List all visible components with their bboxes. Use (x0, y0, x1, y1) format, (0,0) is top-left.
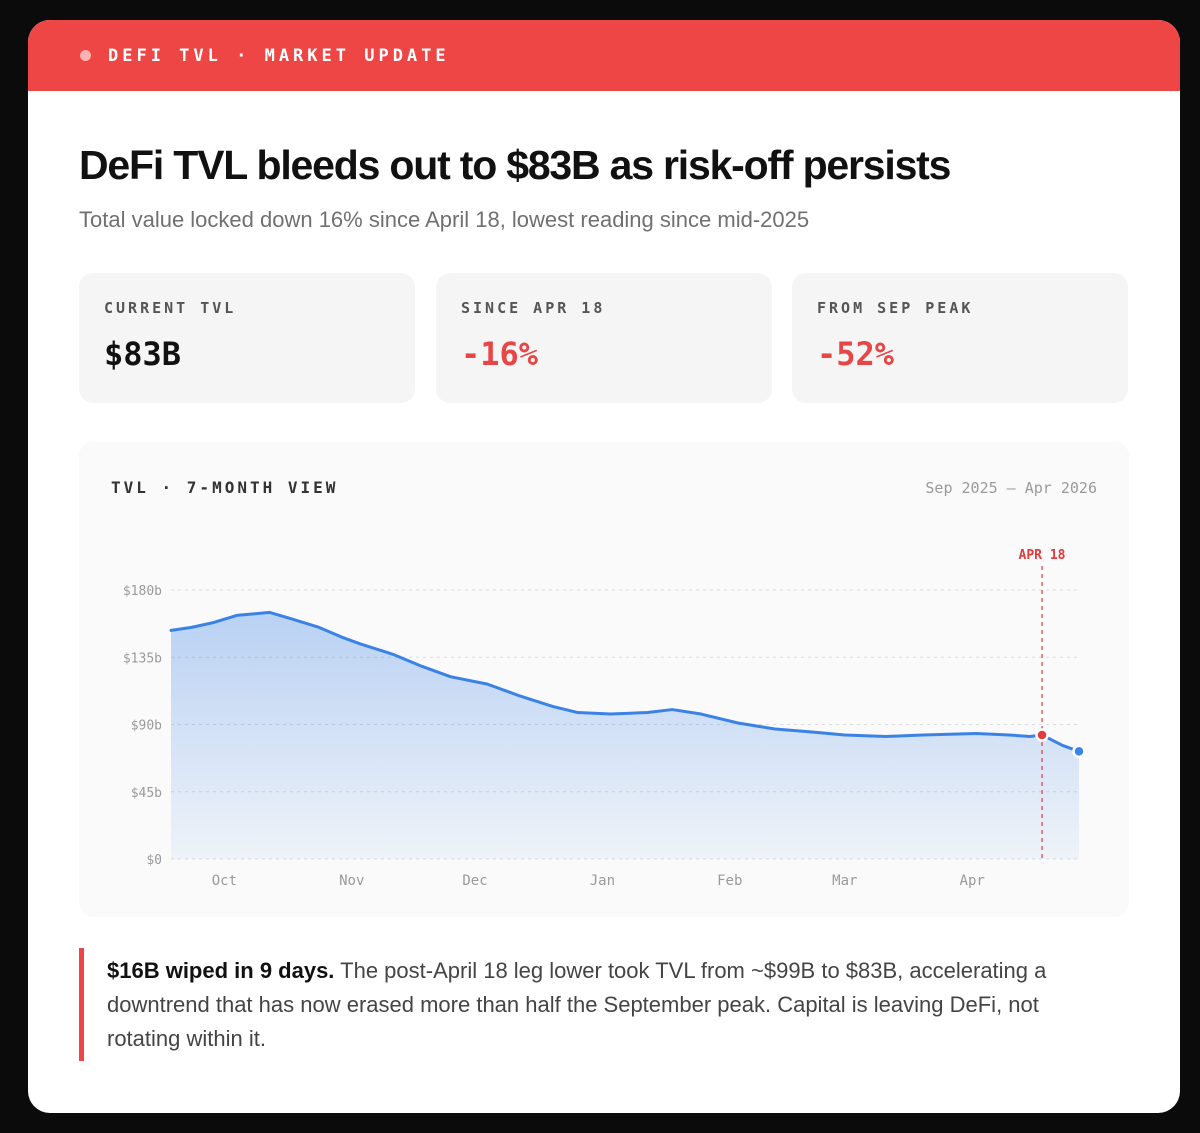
callout-note: $16B wiped in 9 days. The post-April 18 … (79, 948, 1089, 1061)
stat-value: -52% (817, 335, 895, 373)
chart-date-range: Sep 2025 — Apr 2026 (925, 479, 1097, 497)
chart-title: TVL · 7-MONTH VIEW (111, 478, 339, 497)
headline: DeFi TVL bleeds out to $83B as risk-off … (79, 142, 951, 188)
stat-card-current-tvl: CURRENT TVL $83B (79, 273, 415, 403)
latest-point (1072, 744, 1086, 759)
tvl-area (171, 612, 1079, 859)
callout-emphasis: $16B wiped in 9 days. (107, 958, 335, 983)
apr-18-point (1035, 728, 1049, 742)
y-tick-label: $0 (146, 853, 162, 868)
tvl-chart: $0 $45b $90b $135b $180b Oct Nov Dec Jan Feb Mar Ap… (123, 548, 1086, 889)
live-dot-icon (80, 50, 91, 61)
x-tick-label: Nov (339, 873, 364, 889)
y-tick-label: $135b (123, 651, 162, 666)
x-tick-label: Dec (462, 873, 487, 889)
x-tick-label: Mar (832, 873, 857, 889)
y-tick-label: $45b (131, 786, 162, 801)
stat-label: FROM SEP PEAK (817, 299, 974, 317)
stat-value: $83B (104, 335, 182, 373)
stat-card-since-apr-18: SINCE APR 18 -16% (436, 273, 772, 403)
callout-text: The post-April 18 leg lower took TVL fro… (107, 958, 1047, 1051)
stat-label: CURRENT TVL (104, 299, 237, 317)
banner: DEFI TVL · MARKET UPDATE (28, 20, 1180, 91)
subheadline: Total value locked down 16% since April … (79, 207, 810, 232)
tvl-line (169, 610, 1081, 753)
x-tick-label: Apr (960, 873, 985, 889)
y-tick-label: $90b (131, 719, 162, 734)
chart-panel: $0 $45b $90b $135b $180b Oct Nov Dec Jan Feb Mar Ap… (79, 442, 1129, 917)
y-tick-label: $180b (123, 584, 162, 599)
stat-card-from-sep-peak: FROM SEP PEAK -52% (792, 273, 1128, 403)
banner-label: DEFI TVL · MARKET UPDATE (108, 45, 450, 66)
stat-label: SINCE APR 18 (461, 299, 606, 317)
market-update-card: DEFI TVL · MARKET UPDATE DeFi TVL bleeds… (28, 20, 1180, 1113)
x-tick-label: Jan (590, 873, 615, 889)
x-tick-label: Oct (212, 873, 237, 889)
x-tick-label: Feb (717, 873, 742, 889)
apr-18-marker-label: APR 18 (1019, 548, 1066, 563)
stat-value: -16% (461, 335, 539, 373)
